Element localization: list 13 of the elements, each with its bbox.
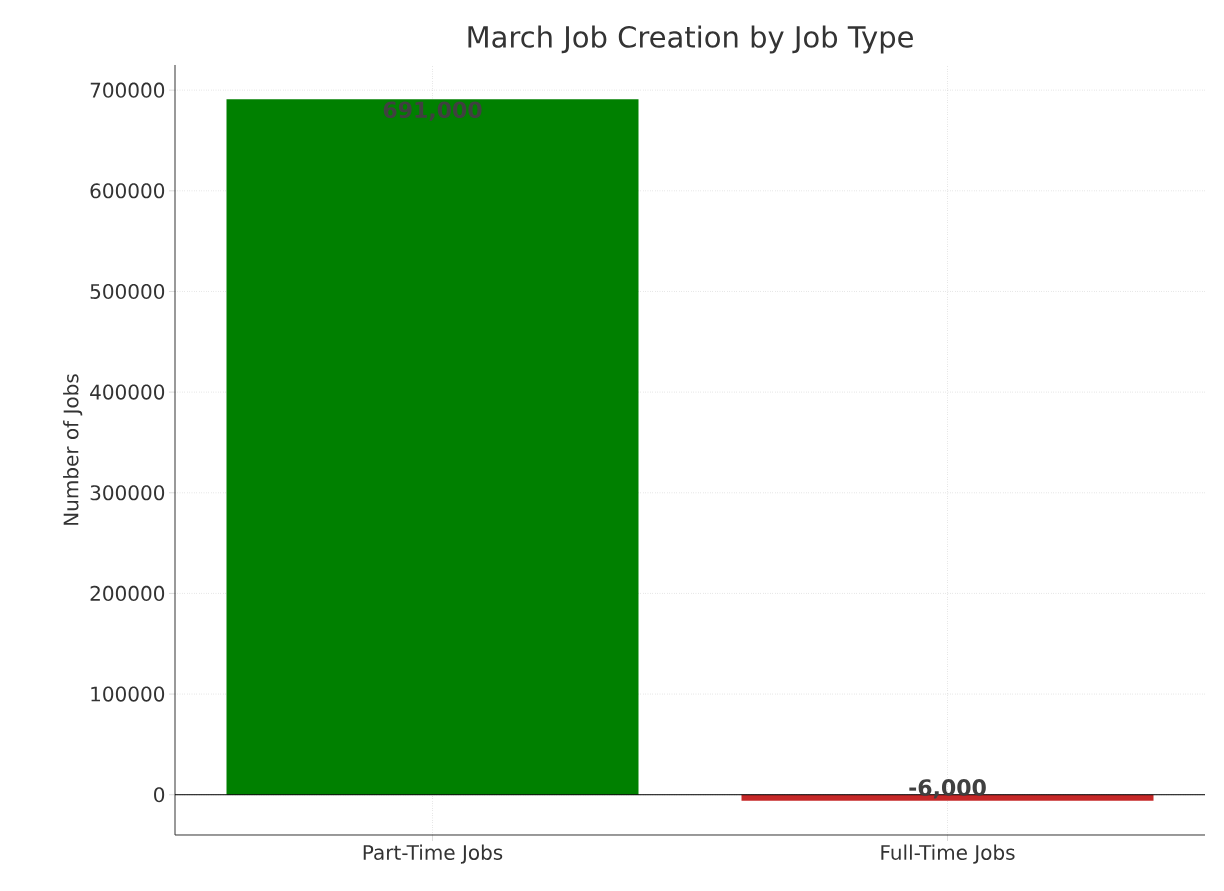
y-tick-label: 500000 [90,283,165,300]
x-tick-label: Part-Time Jobs [363,844,503,864]
y-tick-label: 0 [154,787,165,803]
y-axis-title: Number of Jobs [63,374,83,525]
chart-title: March Job Creation by Job Type [468,25,913,54]
y-tick-label: 200000 [90,585,165,601]
data-label: 691,000 [383,101,482,121]
x-tick-label: Full-Time Jobs [881,844,1015,864]
y-tick-label: 300000 [90,485,165,501]
y-tick-label: 700000 [90,82,165,98]
y-tick-label: 100000 [91,686,165,702]
y-tick-label: 600000 [90,183,165,199]
y-tick-label: 400000 [90,384,165,400]
